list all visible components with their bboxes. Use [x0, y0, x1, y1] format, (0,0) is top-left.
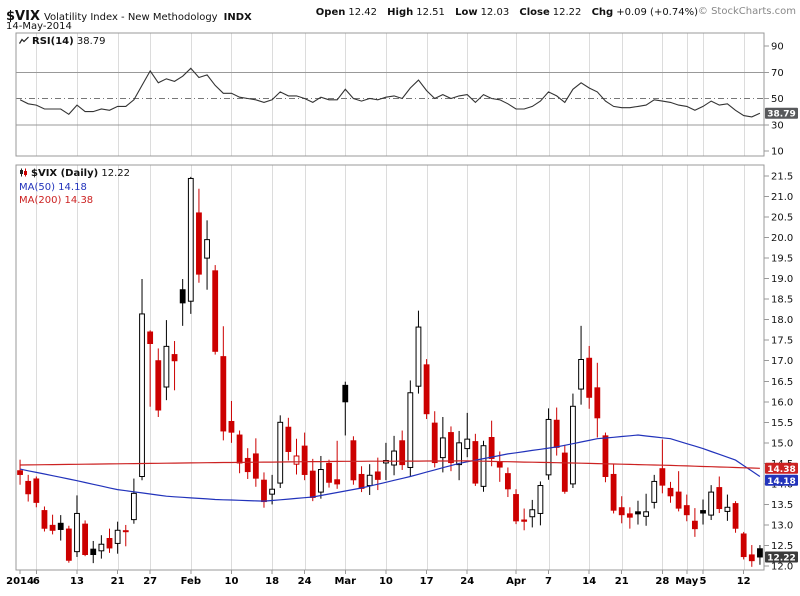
chart-date: 14-May-2014	[6, 21, 72, 32]
ma50-line	[19, 434, 761, 502]
rsi-label: RSI(14)	[32, 36, 74, 47]
svg-text:18: 18	[265, 576, 279, 587]
stockcharts-branding: © StockCharts.com	[697, 6, 796, 17]
svg-text:17: 17	[420, 576, 434, 587]
candlestick-icon	[19, 168, 28, 181]
svg-text:20.5: 20.5	[771, 213, 793, 224]
svg-text:16.5: 16.5	[771, 377, 793, 388]
change-label: Chg	[591, 7, 614, 18]
low-label: Low	[455, 7, 478, 18]
svg-text:14.38: 14.38	[767, 465, 795, 475]
svg-text:14: 14	[582, 576, 596, 587]
svg-text:19.5: 19.5	[771, 254, 793, 265]
rsi-line	[19, 67, 761, 118]
chart-header: $VIX Volatility Index - New Methodology IN…	[6, 5, 252, 24]
axis-badges: 38.79 14.38 14.18 12.22	[765, 107, 798, 563]
svg-text:21: 21	[111, 576, 125, 587]
svg-text:50: 50	[771, 94, 784, 105]
ma50-last-badge	[765, 474, 798, 486]
rsi-panel: 90 70 50 30 10	[15, 32, 784, 158]
svg-text:21.5: 21.5	[771, 172, 793, 183]
price-panel: 21.5 21.0 20.5 20.0 19.5 19.0 18.5 18.0 17.5 17.0…	[15, 164, 793, 572]
price-legend: $VIX (Daily) 12.22 MA(50) 14.18 MA(200) …	[19, 167, 130, 207]
close-label: Close	[519, 7, 550, 18]
low-value: 12.03	[480, 7, 510, 18]
price-panel-border	[15, 164, 765, 571]
page-title: Volatility Index - New Methodology	[43, 12, 218, 23]
svg-text:12.22: 12.22	[767, 553, 795, 563]
grid-lines	[36, 33, 745, 570]
svg-text:90: 90	[771, 42, 784, 53]
svg-text:12: 12	[737, 576, 751, 587]
svg-text:28: 28	[655, 576, 669, 587]
svg-text:21: 21	[615, 576, 629, 587]
svg-text:30: 30	[771, 120, 784, 131]
svg-text:Feb: Feb	[181, 576, 201, 587]
svg-text:10: 10	[224, 576, 238, 587]
svg-text:16.0: 16.0	[771, 397, 793, 408]
high-label: High	[387, 7, 414, 18]
svg-text:6: 6	[33, 576, 40, 587]
price-legend-row: $VIX (Daily) 12.22	[19, 167, 130, 181]
close-value: 12.22	[552, 7, 582, 18]
svg-text:13: 13	[70, 576, 84, 587]
svg-text:5: 5	[700, 576, 707, 587]
symbol: $VIX	[6, 9, 40, 24]
svg-text:10: 10	[379, 576, 393, 587]
ma200-last-badge	[765, 462, 798, 474]
svg-text:15.0: 15.0	[771, 438, 793, 449]
rsi-last-badge	[765, 107, 798, 119]
open-label: Open	[315, 7, 346, 18]
svg-text:14.18: 14.18	[767, 477, 795, 487]
legend-ma200-row: MA(200) 14.38	[19, 195, 94, 206]
svg-text:Apr: Apr	[506, 576, 526, 587]
line-chart-icon	[18, 36, 29, 48]
price-series-label: $VIX (Daily)	[31, 168, 99, 179]
svg-text:Mar: Mar	[334, 576, 356, 587]
rsi-y-axis: 90 70 50 30 10	[764, 42, 784, 158]
svg-text:2014: 2014	[6, 576, 34, 587]
svg-text:24: 24	[298, 576, 312, 587]
svg-text:7: 7	[545, 576, 552, 587]
open-value: 12.42	[348, 7, 377, 18]
high-value: 12.51	[416, 7, 445, 18]
svg-text:12.5: 12.5	[771, 541, 793, 552]
svg-text:17.0: 17.0	[771, 356, 793, 367]
price-last-value: 12.22	[101, 168, 131, 179]
price-y-axis: 21.5 21.0 20.5 20.0 19.5 19.0 18.5 18.0 17.5 17.0…	[764, 172, 793, 572]
rsi-legend: RSI(14) 38.79	[18, 36, 106, 48]
exchange-label: INDX	[223, 12, 252, 23]
svg-text:24: 24	[460, 576, 474, 587]
svg-text:70: 70	[771, 68, 784, 79]
svg-text:18.5: 18.5	[771, 295, 793, 306]
change-value: +0.09 (+0.74%)	[616, 7, 698, 18]
svg-text:20.0: 20.0	[771, 233, 793, 244]
svg-text:18.0: 18.0	[771, 315, 793, 326]
rsi-value: 38.79	[76, 36, 106, 47]
svg-text:17.5: 17.5	[771, 336, 793, 347]
svg-text:13.0: 13.0	[771, 520, 793, 531]
svg-text:27: 27	[143, 576, 157, 587]
svg-text:10: 10	[771, 147, 784, 158]
svg-text:13.5: 13.5	[771, 500, 793, 511]
ma200-line	[20, 460, 760, 469]
svg-text:21.0: 21.0	[771, 192, 793, 203]
svg-text:May: May	[675, 576, 698, 587]
close-last-badge	[765, 551, 798, 563]
svg-text:19.0: 19.0	[771, 274, 793, 285]
legend-ma50-row: MA(50) 14.18	[19, 182, 87, 193]
candles	[17, 176, 763, 567]
svg-text:38.79: 38.79	[767, 110, 795, 120]
svg-text:15.5: 15.5	[771, 418, 793, 429]
svg-text:12.0: 12.0	[771, 561, 793, 572]
rsi-panel-border	[15, 32, 765, 157]
quote-summary: Open 12.42 High 12.51 Low 12.03 Close 12.22 …	[309, 7, 698, 18]
